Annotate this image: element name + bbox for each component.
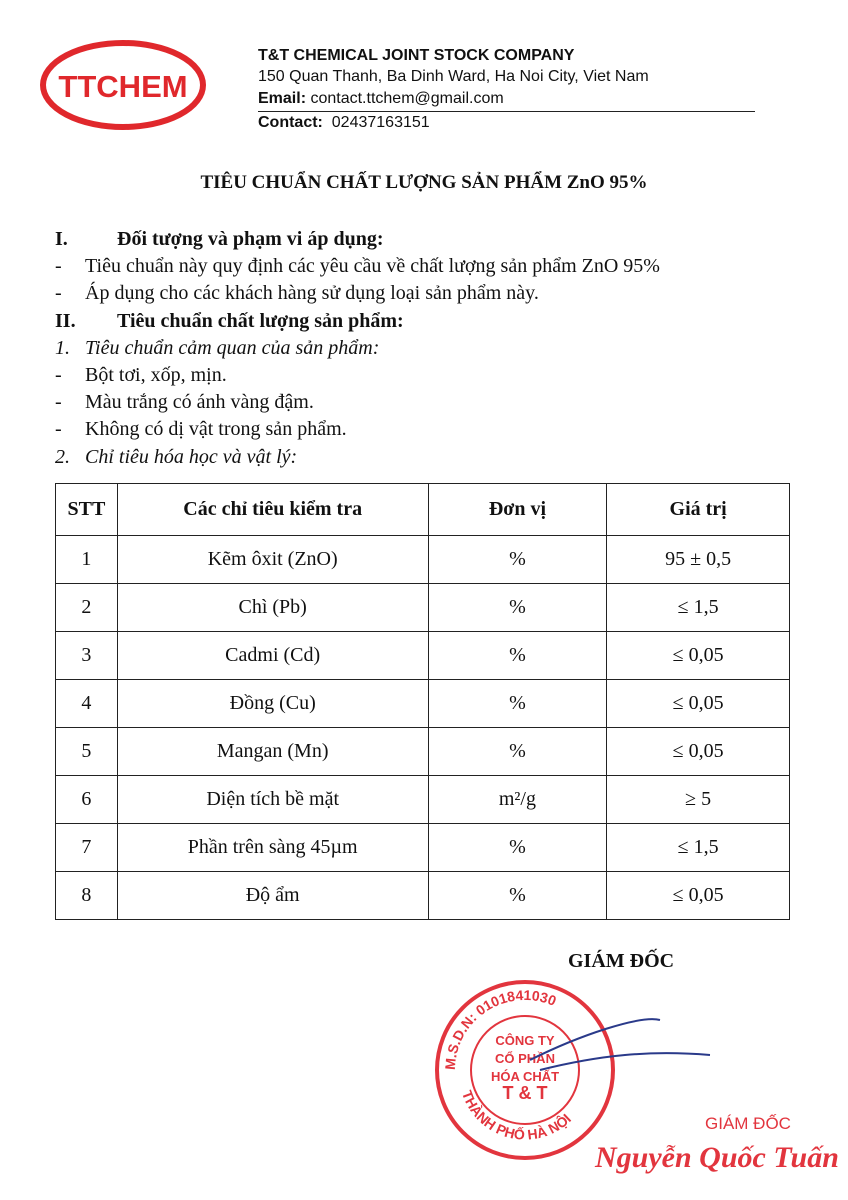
text-line: 2. Chỉ tiêu hóa học và vật lý:	[55, 446, 297, 469]
text-line: - Màu trắng có ánh vàng đậm.	[55, 391, 314, 414]
table-cell: ≤ 1,5	[606, 583, 790, 632]
table-cell: m²/g	[427, 775, 608, 824]
line-text: Bột tơi, xốp, mịn.	[85, 364, 227, 386]
table-row: 7 Phần trên sàng 45µm% ≤ 1,5	[55, 823, 790, 872]
marker: II.	[55, 309, 76, 332]
marker: I.	[55, 228, 68, 250]
text-line: 1. Tiêu chuẩn cảm quan của sản phẩm:	[55, 337, 379, 360]
table-cell: %	[427, 535, 608, 584]
table-row: 3 Cadmi (Cd)% ≤ 0,05	[55, 631, 790, 680]
line-text: Áp dụng cho các khách hàng sử dụng loại …	[85, 282, 539, 305]
table-row: 8 Độ ẩm% ≤ 0,05	[55, 871, 790, 920]
table-cell: 6	[55, 775, 118, 824]
logo: TTCHEM	[40, 40, 206, 130]
table-cell: ≤ 0,05	[606, 727, 790, 776]
table-cell: Kẽm ôxit (ZnO)	[116, 535, 429, 584]
text-line: - Không có dị vật trong sản phẩm.	[55, 418, 347, 441]
table-cell: %	[427, 631, 608, 680]
email-label: Email:	[258, 90, 307, 107]
marker: -	[55, 391, 62, 414]
table-cell: ≤ 0,05	[606, 631, 790, 680]
marker: -	[55, 364, 62, 386]
header-cell: Đơn vị	[427, 483, 608, 536]
header-cell: Giá trị	[606, 483, 790, 536]
contact-label: Contact:	[258, 114, 323, 131]
title: TIÊU CHUẨN CHẤT LƯỢNG SẢN PHẨM ZnO 95%	[200, 172, 648, 193]
text-line: - Áp dụng cho các khách hàng sử dụng loại…	[55, 282, 539, 305]
table-cell: Chì (Pb)	[116, 583, 429, 632]
table-cell: %	[427, 823, 608, 872]
table-row: 5 Mangan (Mn)% ≤ 0,05	[55, 727, 790, 776]
line-text: Chỉ tiêu hóa học và vật lý:	[85, 445, 298, 468]
line-text: Màu trắng có ánh vàng đậm.	[85, 391, 314, 414]
table-cell: 3	[55, 631, 118, 680]
text-line: - Bột tơi, xốp, mịn.	[55, 364, 227, 387]
stamp-line: T & T	[503, 1083, 548, 1103]
table-row: 6 Diện tích bề mặt m²/g ≥ 5	[55, 775, 790, 824]
contact: 02437163151	[331, 114, 430, 131]
table-cell: Phần trên sàng 45µm	[116, 823, 429, 872]
header-cell: STT	[55, 483, 118, 536]
line-text: Tiêu chuẩn cảm quan của sản phẩm:	[85, 336, 380, 359]
table-cell: 2	[55, 583, 118, 632]
table-row: 1 Kẽm ôxit (ZnO)% 95 ± 0,5	[55, 535, 790, 584]
text-line: - Tiêu chuẩn này quy định các yêu cầu về …	[55, 255, 660, 278]
signer-role: GIÁM ĐỐC	[705, 1113, 791, 1133]
table-cell: Mangan (Mn)	[116, 727, 429, 776]
stamp-line: HÓA CHẤT	[491, 1069, 559, 1084]
table-cell: %	[427, 871, 608, 920]
spec-table: STT Các chỉ tiêu kiểm tra Đơn vị Giá trị 1 Kẽ…	[55, 483, 790, 920]
text-line: I. Đối tượng và phạm vi áp dụng:	[55, 228, 383, 251]
table-row: 4 Đồng (Cu)% ≤ 0,05	[55, 679, 790, 728]
marker: 1.	[55, 336, 70, 359]
rule	[258, 111, 755, 112]
role: GIÁM ĐỐC	[568, 950, 675, 972]
table-cell: Diện tích bề mặt	[116, 775, 429, 824]
table-cell: Đồng (Cu)	[116, 679, 429, 728]
line-text: Không có dị vật trong sản phẩm.	[85, 418, 347, 441]
table-cell: ≥ 5	[606, 775, 790, 824]
table-cell: %	[427, 583, 608, 632]
line-text: Tiêu chuẩn này quy định các yêu cầu về c…	[85, 255, 660, 278]
marker: -	[55, 282, 62, 305]
company: T&T CHEMICAL JOINT STOCK COMPANY	[258, 47, 575, 64]
table-cell: 4	[55, 679, 118, 728]
table-cell: %	[427, 679, 608, 728]
address: 150 Quan Thanh, Ba Dinh Ward, Ha Noi Cit…	[258, 68, 649, 85]
header-row: STT Các chỉ tiêu kiểm tra Đơn vị Giá trị	[55, 483, 790, 536]
stamp-line: CÔNG TY	[495, 1033, 555, 1048]
email: contact.ttchem@gmail.com	[310, 90, 504, 107]
table-cell: 1	[55, 535, 118, 584]
table-cell: 95 ± 0,5	[606, 535, 790, 584]
text-line: II. Tiêu chuẩn chất lượng sản phẩm:	[55, 310, 404, 333]
table-cell: ≤ 0,05	[606, 871, 790, 920]
table-row: 2 Chì (Pb)% ≤ 1,5	[55, 583, 790, 632]
table-cell: Cadmi (Cd)	[116, 631, 429, 680]
line-text: Tiêu chuẩn chất lượng sản phẩm:	[117, 309, 404, 332]
table-cell: ≤ 1,5	[606, 823, 790, 872]
header-cell: Các chỉ tiêu kiểm tra	[116, 483, 429, 536]
table-cell: %	[427, 727, 608, 776]
line-text: Đối tượng và phạm vi áp dụng:	[117, 228, 384, 250]
table-cell: Độ ẩm	[116, 871, 429, 920]
marker: 2.	[55, 445, 70, 468]
signer-name: Nguyễn Quốc Tuấn	[594, 1141, 839, 1174]
table-cell: 5	[55, 727, 118, 776]
marker: -	[55, 255, 62, 278]
table-cell: 7	[55, 823, 118, 872]
table-cell: 8	[55, 871, 118, 920]
logo-text: TTCHEM	[58, 69, 187, 104]
marker: -	[55, 418, 62, 441]
stamp: M.S.D.N: 0101841030 THÀNH PHỐ HÀ NỘI CÔN…	[435, 980, 839, 1174]
table-cell: ≤ 0,05	[606, 679, 790, 728]
